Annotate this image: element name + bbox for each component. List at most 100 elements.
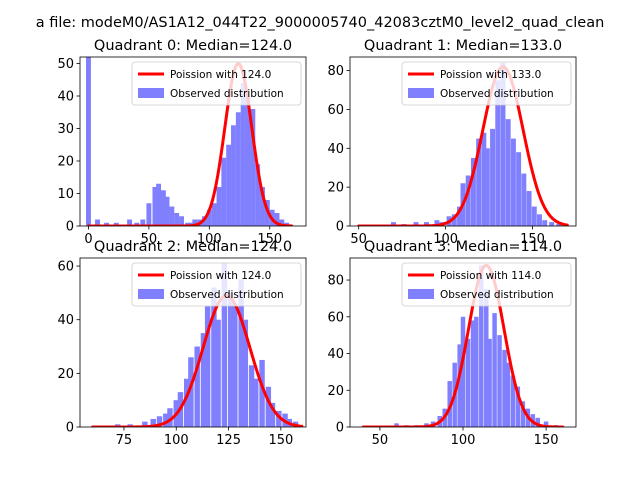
y-tick-label: 60 <box>327 310 344 325</box>
histogram-bar <box>470 320 476 427</box>
y-tick-label: 20 <box>57 367 74 382</box>
legend-label-observed: Observed distribution <box>170 88 284 100</box>
histogram-bar <box>424 222 429 226</box>
histogram-bar <box>221 157 227 226</box>
histogram-bar <box>276 410 282 427</box>
legend-box <box>401 262 572 307</box>
figure-suptitle: a file: modeM0/AS1A12_044T22_9000005740_… <box>36 15 605 31</box>
histogram-bar <box>470 158 476 226</box>
subplot-title: Quadrant 2: Median=124.0 <box>94 239 292 255</box>
histogram-bar <box>515 386 521 427</box>
histogram-bar <box>152 187 158 226</box>
histogram-bar <box>211 287 217 427</box>
histogram-bar <box>505 119 511 226</box>
histogram-bar <box>250 109 256 226</box>
histogram-bar <box>192 219 198 226</box>
histogram-bar <box>556 224 562 226</box>
histogram-bar <box>476 138 482 226</box>
histogram-bar <box>269 402 276 427</box>
legend-label-observed: Observed distribution <box>170 289 284 301</box>
histogram-bar <box>474 316 479 427</box>
y-tick-label: 20 <box>327 181 344 196</box>
histogram-bar <box>394 423 399 427</box>
histogram-bar <box>164 196 170 226</box>
histogram-bar <box>150 418 156 427</box>
y-tick-label: 60 <box>327 103 344 118</box>
histogram-bar <box>227 292 234 427</box>
histogram-bar <box>215 319 221 427</box>
histogram-bar <box>521 173 527 226</box>
histogram-bar <box>142 421 148 427</box>
histogram-bar <box>390 222 396 226</box>
histogram-bar <box>520 401 526 427</box>
histogram-bar <box>200 333 207 427</box>
histogram-bar <box>465 338 471 427</box>
x-tick-label: 0 <box>84 232 92 247</box>
y-tick-label: 0 <box>66 421 74 436</box>
histogram-bar <box>194 346 200 427</box>
histogram-bar <box>160 190 166 226</box>
histogram-bar <box>238 279 244 427</box>
histogram-bar <box>542 220 548 226</box>
histogram-bar <box>169 206 175 226</box>
histogram-bar <box>457 206 462 226</box>
histogram-bar <box>484 289 489 427</box>
y-tick-label: 40 <box>57 313 74 328</box>
histogram-bar <box>253 378 259 427</box>
histogram-bar <box>492 313 497 427</box>
legend-label-poisson: Poission with 124.0 <box>170 270 271 282</box>
poisson-curve <box>361 263 565 427</box>
histogram-bar <box>484 148 490 226</box>
y-tick-label: 0 <box>336 220 344 235</box>
subplot-title: Quadrant 0: Median=124.0 <box>94 38 292 54</box>
x-tick-label: 50 <box>350 232 367 247</box>
histogram-bar <box>127 219 133 226</box>
x-tick-label: 100 <box>433 232 458 247</box>
poisson-curve <box>357 65 569 226</box>
legend-label-observed: Observed distribution <box>440 88 554 100</box>
legend-box <box>131 61 302 106</box>
histogram-bar <box>156 416 163 427</box>
histogram-bar <box>460 316 466 427</box>
histogram-bar <box>216 187 222 226</box>
histogram-bar <box>502 349 507 427</box>
histogram-bar <box>495 80 501 226</box>
legend-label-poisson: Poission with 133.0 <box>440 69 541 81</box>
histogram-bar <box>255 164 261 226</box>
histogram-bar <box>184 378 190 427</box>
histogram-bar <box>549 222 555 226</box>
histogram-bar <box>248 365 255 427</box>
y-tick-label: 80 <box>327 64 344 79</box>
axes-frame <box>349 56 577 227</box>
histogram-bar <box>179 216 184 226</box>
y-tick-label: 80 <box>327 274 344 289</box>
y-tick-label: 40 <box>327 142 344 157</box>
x-tick-label: 50 <box>141 232 158 247</box>
histogram-bar <box>95 219 100 226</box>
histogram-bar <box>479 265 484 427</box>
histogram-bar <box>537 214 542 226</box>
axes-frame <box>79 257 307 428</box>
histogram-bar <box>211 203 217 226</box>
histogram-bar <box>490 128 496 226</box>
histogram-bar <box>240 83 246 226</box>
histogram-bar <box>242 319 249 427</box>
histogram-bar <box>457 344 462 427</box>
legend-bar-swatch <box>138 88 164 98</box>
x-tick-label: 150 <box>534 433 559 448</box>
histogram-bar <box>104 222 110 226</box>
histogram-bar <box>451 214 457 226</box>
legend-label-poisson: Poission with 124.0 <box>170 69 271 81</box>
histogram-bar <box>174 213 180 226</box>
histogram-bar <box>188 357 194 427</box>
histogram-bar <box>516 152 522 226</box>
y-tick-label: 0 <box>66 220 74 235</box>
histogram-bar <box>487 338 492 427</box>
histogram-bar <box>481 132 487 226</box>
histogram-bar <box>245 96 251 226</box>
histogram-bar <box>497 335 502 427</box>
axes-frame <box>79 56 307 227</box>
legend-label-poisson: Poission with 114.0 <box>440 270 541 282</box>
histogram-bar <box>206 209 212 226</box>
